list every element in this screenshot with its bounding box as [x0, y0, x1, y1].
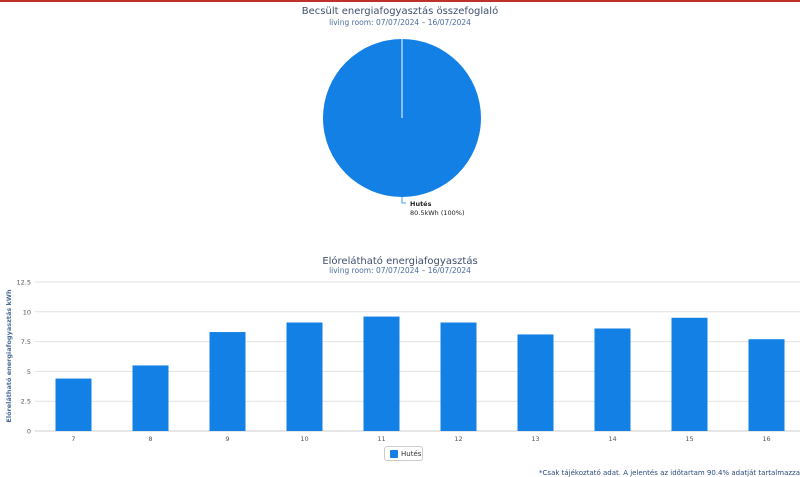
legend-label: Hutés: [401, 449, 422, 458]
pie-label-connector: [401, 197, 406, 204]
pie-label-value: 80.5kWh (100%): [410, 209, 465, 217]
bar-subtitle: living room: 07/07/2024 – 16/07/2024: [329, 266, 471, 275]
pie-label-name: Hutés: [410, 200, 432, 208]
bar[interactable]: [363, 316, 400, 431]
y-tick-label: 12.5: [17, 279, 31, 287]
y-axis-label: Elórelátható energiafogyasztás kWh: [5, 289, 13, 423]
y-tick-label: 0: [27, 428, 31, 436]
y-tick-label: 2.5: [21, 398, 31, 406]
pie-title: Becsült energiafogyasztás összefoglaló: [301, 6, 499, 17]
x-tick-label: 9: [225, 435, 229, 443]
x-tick-label: 13: [531, 435, 539, 443]
bar[interactable]: [132, 365, 169, 431]
y-tick-label: 5: [27, 368, 31, 376]
x-tick-label: 12: [454, 435, 462, 443]
y-tick-label: 7.5: [21, 338, 31, 346]
legend-item-hutes[interactable]: Hutés: [384, 446, 423, 461]
y-tick-label: 10: [23, 308, 31, 316]
x-tick-label: 14: [608, 435, 616, 443]
bar-title: Elórelátható energiafogyasztás: [322, 256, 478, 267]
x-tick-label: 10: [300, 435, 308, 443]
bar[interactable]: [209, 332, 246, 431]
x-tick-label: 8: [148, 435, 152, 443]
x-tick-label: 7: [71, 435, 75, 443]
top-accent-bar: [0, 0, 800, 2]
bar[interactable]: [748, 339, 785, 431]
bar[interactable]: [286, 322, 323, 431]
bar[interactable]: [594, 328, 631, 431]
bar[interactable]: [517, 334, 554, 431]
pie-subtitle: living room: 07/07/2024 – 16/07/2024: [329, 18, 471, 27]
bar[interactable]: [55, 378, 92, 431]
bar[interactable]: [671, 317, 708, 431]
x-tick-label: 16: [762, 435, 770, 443]
x-tick-label: 11: [377, 435, 385, 443]
bar[interactable]: [440, 322, 477, 431]
legend-swatch: [390, 449, 398, 458]
x-tick-label: 15: [685, 435, 693, 443]
footnote: *Csak tájékoztató adat. A jelentés az id…: [539, 469, 800, 477]
